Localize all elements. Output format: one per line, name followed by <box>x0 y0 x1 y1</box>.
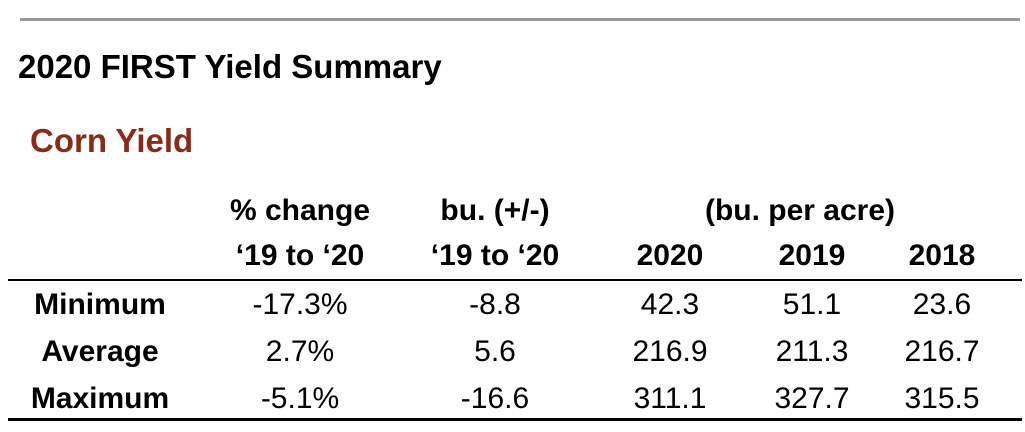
cell-2018: 23.6 <box>912 288 972 321</box>
header-divider <box>8 279 1022 281</box>
table-bottom-rule <box>8 418 1022 421</box>
cell-bu-change: -8.8 <box>469 288 521 321</box>
section-title: Corn Yield <box>30 122 194 159</box>
page-title: 2020 FIRST Yield Summary <box>18 48 442 85</box>
cell-2020: 42.3 <box>640 288 700 321</box>
header-year-2018: 2018 <box>908 239 976 272</box>
header-bu-period: ‘19 to ‘20 <box>430 239 560 272</box>
top-divider <box>20 18 1020 21</box>
cell-pct-change: -17.3% <box>252 288 348 321</box>
cell-2018: 315.5 <box>904 382 980 415</box>
header-pct-change: % change <box>229 194 371 227</box>
header-year-2019: 2019 <box>778 239 846 272</box>
cell-2019: 211.3 <box>775 335 849 368</box>
cell-pct-change: -5.1% <box>260 382 340 415</box>
row-label: Maximum <box>30 382 170 415</box>
cell-pct-change: 2.7% <box>265 335 335 368</box>
cell-2020: 311.1 <box>633 382 707 415</box>
cell-2018: 216.7 <box>904 335 980 368</box>
header-bu-per-acre: (bu. per acre) <box>704 194 896 227</box>
row-label: Average <box>41 335 159 368</box>
header-bu-change: bu. (+/-) <box>440 194 550 227</box>
cell-2019: 51.1 <box>782 288 842 321</box>
cell-2020: 216.9 <box>632 335 708 368</box>
header-year-2020: 2020 <box>636 239 704 272</box>
row-label: Minimum <box>34 288 166 321</box>
cell-bu-change: 5.6 <box>474 335 516 368</box>
cell-bu-change: -16.6 <box>460 382 530 415</box>
cell-2019: 327.7 <box>774 382 850 415</box>
header-pct-period: ‘19 to ‘20 <box>235 239 365 272</box>
